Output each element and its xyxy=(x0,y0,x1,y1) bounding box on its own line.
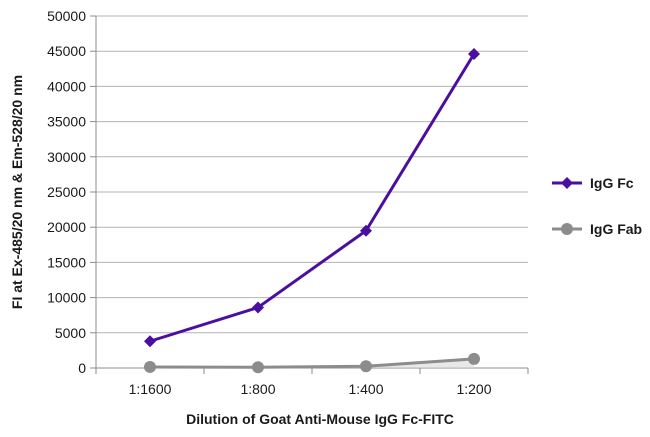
legend-item: IgG Fab xyxy=(552,221,642,237)
x-tick-label: 1:400 xyxy=(348,381,383,397)
gridlines xyxy=(96,15,528,334)
series-line-igg-fab xyxy=(149,357,475,369)
y-axis-title: FI at Ex-485/20 nm & Em-528/20 nm xyxy=(9,75,25,309)
data-point xyxy=(144,360,156,373)
series xyxy=(144,48,480,374)
data-point xyxy=(360,224,372,237)
legend-label: IgG Fab xyxy=(590,221,642,237)
legend-label: IgG Fc xyxy=(590,175,634,191)
legend-marker xyxy=(561,223,573,235)
y-tick-label: 40000 xyxy=(47,78,86,94)
legend-item: IgG Fc xyxy=(552,175,634,191)
x-tick-label: 1:200 xyxy=(456,381,491,397)
y-tick-label: 45000 xyxy=(47,43,86,59)
data-point xyxy=(360,360,372,373)
x-tick-labels: 1:1600 1:800 1:400 1:200 xyxy=(129,381,492,397)
y-tick-label: 15000 xyxy=(47,254,86,270)
series-line-igg-fc xyxy=(149,53,476,343)
x-tick-label: 1:800 xyxy=(240,381,275,397)
data-point xyxy=(252,361,264,374)
data-point xyxy=(468,352,480,365)
y-tick-label: 30000 xyxy=(47,149,86,165)
legend-marker xyxy=(561,177,573,189)
data-point xyxy=(468,48,480,61)
legend: IgG Fc IgG Fab xyxy=(552,175,642,237)
axes xyxy=(90,15,529,374)
x-axis-title: Dilution of Goat Anti-Mouse IgG Fc-FITC xyxy=(186,411,454,427)
y-tick-label: 10000 xyxy=(47,290,86,306)
y-tick-label: 35000 xyxy=(47,114,86,130)
data-point xyxy=(252,301,264,314)
y-tick-labels: 0 5000 10000 15000 20000 25000 30000 35000 40000… xyxy=(47,8,86,376)
x-tick-label: 1:1600 xyxy=(129,381,172,397)
data-point xyxy=(144,335,156,348)
y-tick-label: 20000 xyxy=(47,219,86,235)
y-tick-label: 50000 xyxy=(47,8,86,24)
y-tick-label: 25000 xyxy=(47,184,86,200)
y-tick-label: 0 xyxy=(78,360,86,376)
y-tick-label: 5000 xyxy=(55,325,86,341)
